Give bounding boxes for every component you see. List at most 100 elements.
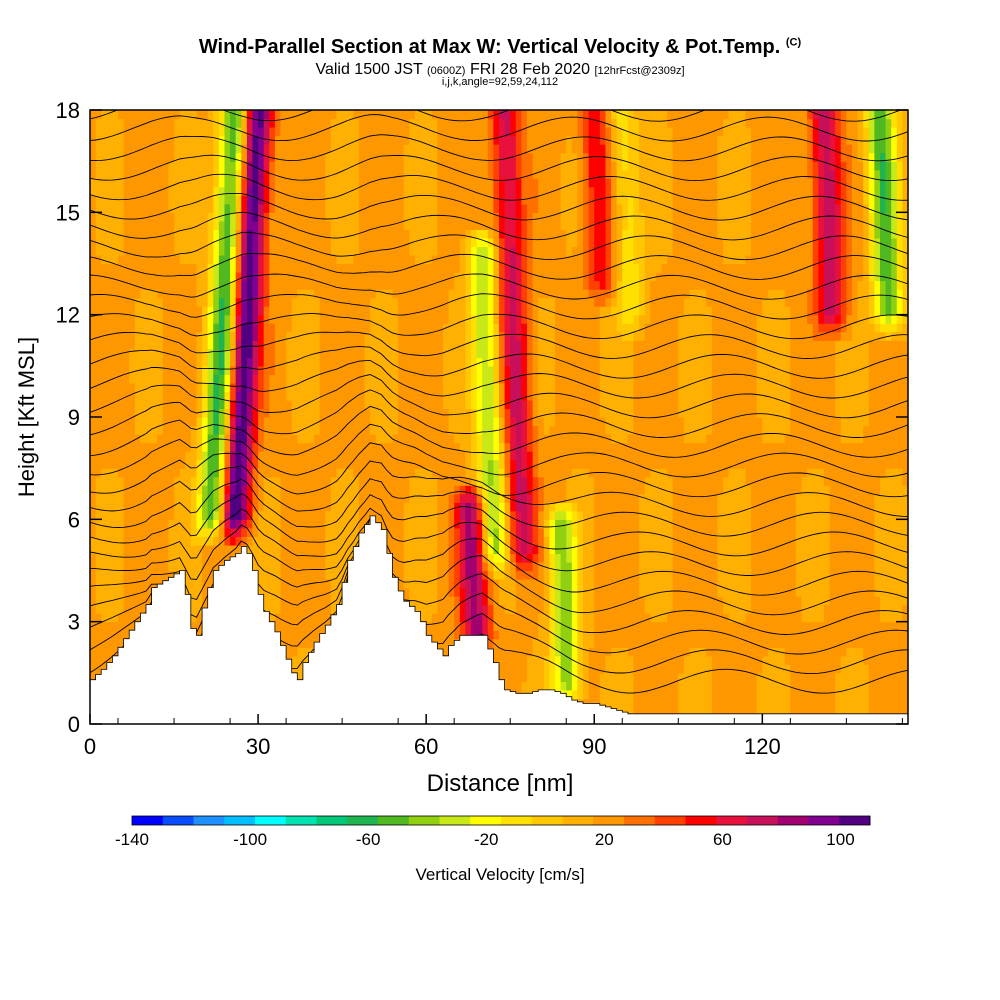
velocity-cell [426, 331, 433, 341]
velocity-cell [392, 357, 399, 367]
velocity-cell [364, 203, 371, 213]
velocity-cell [151, 425, 158, 435]
velocity-cell [358, 408, 366, 418]
velocity-cell [426, 399, 433, 410]
velocity-cell [297, 655, 304, 665]
velocity-cell [437, 220, 444, 230]
velocity-cell [207, 459, 214, 469]
velocity-cell [426, 272, 433, 282]
velocity-cell [459, 459, 466, 469]
velocity-cell [442, 399, 450, 410]
velocity-cell [364, 246, 371, 256]
velocity-cell [470, 161, 478, 171]
velocity-cell [375, 408, 382, 418]
velocity-cell [330, 323, 338, 333]
velocity-cell [252, 510, 259, 520]
velocity-cell [95, 621, 102, 631]
velocity-cell [101, 186, 108, 196]
velocity-cell [336, 442, 343, 452]
velocity-cell [246, 186, 254, 196]
velocity-cell [302, 570, 310, 580]
velocity-cell [213, 314, 220, 324]
velocity-cell [431, 365, 438, 375]
velocity-cell [235, 220, 242, 230]
velocity-cell [470, 382, 478, 393]
velocity-cell [162, 280, 170, 290]
velocity-cell [112, 212, 119, 222]
velocity-cell [325, 110, 332, 120]
velocity-cell [442, 306, 450, 316]
velocity-cell [286, 254, 293, 265]
velocity-cell [252, 110, 259, 120]
velocity-cell [342, 169, 349, 179]
velocity-cell [319, 203, 326, 213]
velocity-cell [106, 544, 114, 555]
velocity-cell [280, 212, 287, 222]
velocity-cell [230, 348, 237, 358]
velocity-cell [218, 212, 226, 222]
velocity-cell [308, 246, 315, 256]
velocity-cell [291, 408, 298, 418]
velocity-cell [342, 553, 349, 563]
velocity-cell [90, 476, 97, 486]
velocity-cell [308, 382, 315, 393]
velocity-cell [330, 280, 338, 290]
velocity-cell [465, 425, 472, 435]
velocity-cell [342, 110, 349, 120]
velocity-cell [342, 118, 349, 128]
velocity-cell [308, 263, 315, 273]
velocity-cell [314, 323, 321, 333]
velocity-cell [123, 144, 130, 154]
velocity-cell [263, 570, 270, 580]
velocity-cell [118, 408, 125, 418]
velocity-cell [291, 596, 298, 606]
velocity-cell [207, 127, 214, 137]
velocity-cell [353, 331, 360, 341]
velocity-cell [437, 297, 444, 307]
velocity-cell [207, 186, 214, 196]
velocity-cell [308, 630, 315, 640]
velocity-cell [286, 297, 293, 307]
velocity-cell [274, 365, 282, 375]
velocity-cell [448, 357, 455, 367]
velocity-cell [431, 357, 438, 367]
velocity-cell [162, 118, 170, 128]
velocity-cell [308, 485, 315, 495]
velocity-cell [90, 579, 97, 589]
velocity-cell [241, 161, 248, 171]
velocity-cell [90, 399, 97, 410]
velocity-cell [330, 596, 338, 606]
velocity-cell [146, 195, 153, 205]
velocity-cell [185, 408, 192, 418]
velocity-cell [269, 604, 276, 614]
velocity-cell [302, 399, 310, 410]
velocity-cell [437, 468, 444, 478]
velocity-cell [308, 254, 315, 265]
velocity-cell [151, 382, 158, 393]
velocity-cell [302, 485, 310, 495]
velocity-cell [297, 340, 304, 350]
velocity-cell [185, 382, 192, 393]
velocity-cell [213, 510, 220, 520]
velocity-cell [263, 348, 270, 358]
velocity-cell [442, 289, 450, 299]
velocity-cell [431, 493, 438, 503]
velocity-cell [241, 152, 248, 162]
velocity-cell [202, 570, 209, 580]
velocity-cell [381, 229, 388, 239]
velocity-cell [252, 365, 259, 375]
velocity-cell [151, 186, 158, 196]
velocity-cell [258, 468, 265, 478]
velocity-cell [95, 178, 102, 188]
velocity-cell [274, 579, 282, 589]
velocity-cell [218, 468, 226, 478]
velocity-cell [258, 237, 265, 248]
velocity-cell [392, 553, 399, 563]
velocity-cell [330, 604, 338, 614]
velocity-cell [185, 425, 192, 435]
velocity-cell [95, 664, 102, 674]
velocity-cell [336, 536, 343, 546]
velocity-cell [448, 246, 455, 256]
velocity-cell [448, 604, 455, 614]
velocity-cell [112, 161, 119, 171]
